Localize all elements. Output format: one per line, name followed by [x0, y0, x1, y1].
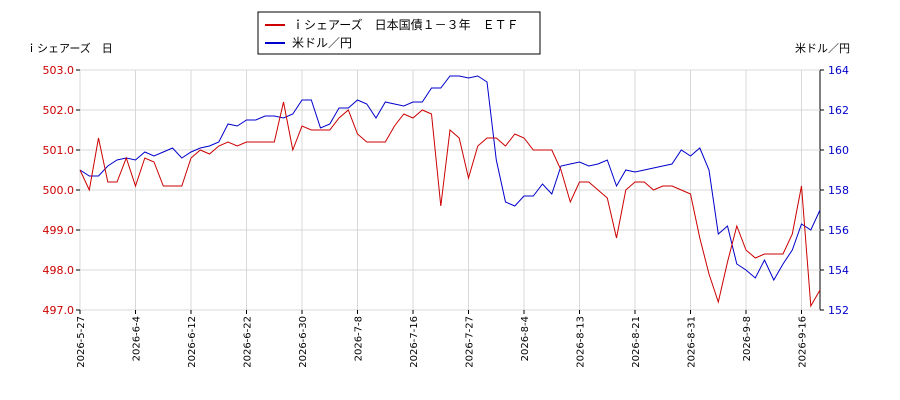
y-left-tick-label: 499.0	[43, 224, 75, 237]
y-left-tick-label: 502.0	[43, 104, 75, 117]
x-tick-label: 2026-8-31	[687, 316, 698, 368]
x-tick-label: 2026-9-16	[798, 316, 809, 368]
y-right-tick-label: 160	[828, 144, 849, 157]
y-left-axis-title: ｉシェアーズ 日	[26, 41, 113, 55]
y-left-tick-label: 503.0	[43, 64, 75, 77]
y-right-tick-label: 156	[828, 224, 849, 237]
y-right-tick-label: 158	[828, 184, 849, 197]
y-left-ticks: 503.0 502.0 501.0 500.0 499.0 498.0 497.0	[43, 64, 80, 317]
x-tick-label: 2026-8-4	[520, 316, 531, 361]
x-tick-label: 2026-9-8	[742, 316, 753, 361]
y-left-tick-label: 500.0	[43, 184, 75, 197]
legend: ｉシェアーズ 日本国債１－３年 ＥＴＦ 米ドル／円	[257, 11, 541, 55]
y-right-tick-label: 154	[828, 264, 849, 277]
y-right-tick-label: 152	[828, 304, 849, 317]
y-right-axis-title: 米ドル／円	[795, 42, 850, 55]
series-line-usdjpy	[79, 75, 821, 282]
legend-box	[257, 11, 541, 55]
y-left-tick-label: 497.0	[43, 304, 75, 317]
series-layer	[79, 75, 821, 308]
grid	[79, 69, 820, 311]
y-right-tick-label: 162	[828, 104, 849, 117]
x-tick-label: 2026-6-12	[187, 316, 198, 368]
series-line-etf	[79, 101, 821, 308]
legend-label-usdjpy: 米ドル／円	[292, 36, 352, 50]
y-right-tick-label: 164	[828, 64, 849, 77]
x-tick-label: 2026-8-21	[631, 316, 642, 368]
x-tick-label: 2026-6-30	[298, 316, 309, 368]
x-tick-label: 2026-7-8	[354, 316, 365, 361]
x-tick-label: 2026-7-16	[409, 316, 420, 368]
x-ticks: 2026-5-27 2026-6-4 2026-6-12 2026-6-22 2026-…	[76, 310, 809, 368]
x-tick-label: 2026-6-22	[243, 316, 254, 368]
x-tick-label: 2026-7-27	[465, 316, 476, 368]
x-tick-label: 2026-8-13	[576, 316, 587, 368]
x-tick-label: 2026-6-4	[132, 316, 143, 361]
legend-label-etf: ｉシェアーズ 日本国債１－３年 ＥＴＦ	[292, 17, 519, 32]
x-tick-label: 2026-5-27	[76, 316, 87, 368]
y-left-tick-label: 498.0	[43, 264, 75, 277]
y-right-ticks: 164 162 160 158 156 154 152	[820, 64, 849, 317]
y-left-tick-label: 501.0	[43, 144, 75, 157]
